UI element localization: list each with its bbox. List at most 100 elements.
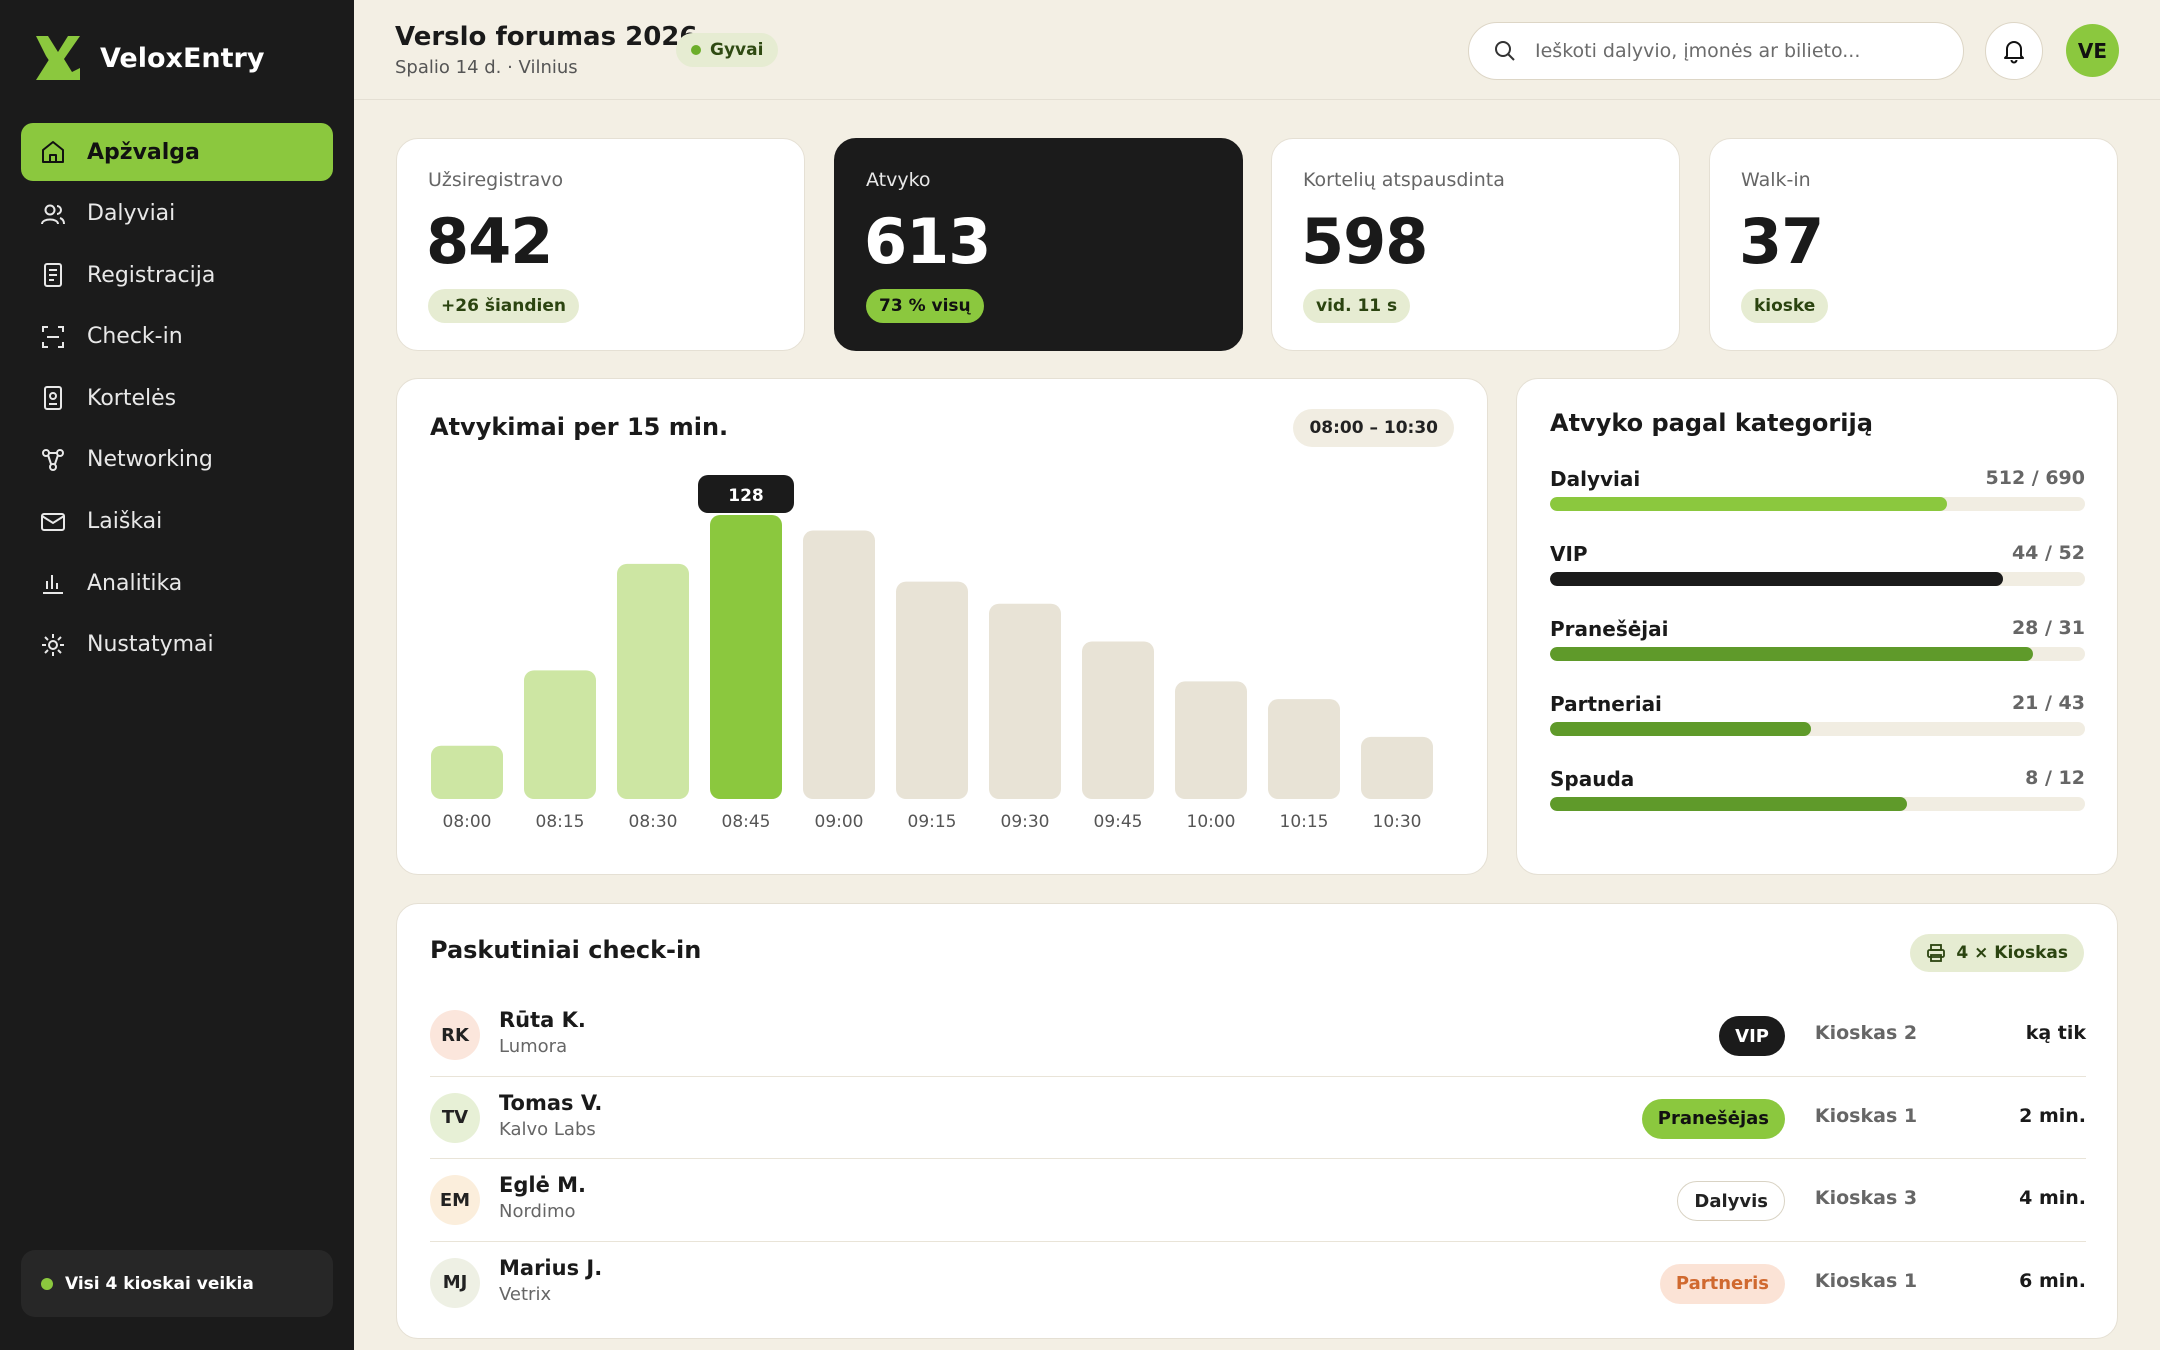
time-range-selector[interactable]: 08:00 – 10:30 bbox=[1293, 409, 1454, 447]
checkin-row[interactable]: EM Eglė M. Nordimo Dalyvis Kioskas 3 4 min. bbox=[430, 1159, 2086, 1242]
sidebar-item-label: Registracija bbox=[87, 262, 216, 288]
notifications-button[interactable] bbox=[1985, 22, 2043, 80]
event-subtitle: Spalio 14 d. · Vilnius bbox=[395, 57, 578, 78]
category-tag: Dalyvis bbox=[1677, 1181, 1785, 1221]
chart-bar[interactable] bbox=[1082, 641, 1154, 799]
attendee-name: Rūta K. bbox=[499, 1008, 586, 1032]
x-tick-label: 09:15 bbox=[908, 812, 957, 832]
kiosk-chip-label: 4 × Kioskas bbox=[1956, 943, 2068, 963]
stat-chip: vid. 11 s bbox=[1303, 289, 1411, 323]
recent-checkins-card: Paskutiniai check-in 4 × Kioskas RK Rūta … bbox=[396, 903, 2118, 1339]
attendee-name: Eglė M. bbox=[499, 1173, 587, 1197]
chart-bar[interactable] bbox=[803, 530, 875, 799]
chart-bar[interactable] bbox=[1175, 681, 1247, 799]
stat-card-arrived[interactable]: Atvyko 613 73 % visų bbox=[834, 138, 1243, 351]
brand[interactable]: VeloxEntry bbox=[32, 32, 264, 84]
stat-value: 613 bbox=[864, 205, 991, 278]
arrivals-bar-chart: 08:00 08:15 08:30 08:45 128 09:00 09:15 09:30 09… bbox=[431, 475, 1433, 832]
category-name: Partneriai bbox=[1550, 692, 1662, 716]
user-avatar[interactable]: VE bbox=[2066, 24, 2119, 77]
stat-card-walkin[interactable]: Walk-in 37 kioske bbox=[1709, 138, 2118, 351]
category-progress-fill bbox=[1550, 797, 1907, 811]
checkin-row[interactable]: MJ Marius J. Vetrix Partneris Kioskas 1 6 min… bbox=[430, 1242, 2086, 1325]
category-progress-track bbox=[1550, 647, 2085, 661]
brand-name: VeloxEntry bbox=[100, 42, 265, 74]
chart-bar[interactable] bbox=[989, 603, 1061, 799]
scan-icon bbox=[42, 325, 64, 348]
printer-icon bbox=[1927, 944, 1946, 962]
category-count: 28 / 31 bbox=[2011, 617, 2085, 639]
kiosk-status[interactable]: Visi 4 kioskai veikia bbox=[21, 1250, 333, 1317]
stat-label: Atvyko bbox=[866, 169, 931, 191]
category-tag: Pranešėjas bbox=[1641, 1098, 1785, 1139]
x-tick-label: 10:15 bbox=[1280, 812, 1329, 832]
search-input[interactable] bbox=[1535, 40, 1935, 62]
kiosk-label: Kioskas 1 bbox=[1814, 1104, 1918, 1127]
stat-value: 37 bbox=[1739, 205, 1824, 278]
checkin-row[interactable]: RK Rūta K. Lumora VIP Kioskas 2 ką tik bbox=[430, 994, 2086, 1077]
checkin-row[interactable]: TV Tomas V. Kalvo Labs Pranešėjas Kioskas 1 2… bbox=[430, 1077, 2086, 1159]
chart-bar[interactable] bbox=[617, 563, 689, 799]
sidebar-item-korteles[interactable]: Kortelės bbox=[21, 369, 333, 427]
category-tag: VIP bbox=[1719, 1016, 1785, 1056]
category-name: VIP bbox=[1550, 542, 1588, 566]
stat-chip: 73 % visų bbox=[866, 289, 984, 323]
stat-card-registered[interactable]: Užsiregistravo 842 +26 šiandien bbox=[396, 138, 805, 351]
x-tick-label: 08:15 bbox=[536, 812, 585, 832]
users-icon bbox=[41, 204, 65, 224]
stat-value: 842 bbox=[426, 205, 553, 278]
bar-tooltip-value: 128 bbox=[728, 486, 764, 506]
x-tick-label: 08:30 bbox=[629, 812, 678, 832]
sidebar-item-label: Nustatymai bbox=[87, 632, 214, 658]
live-badge: Gyvai bbox=[676, 33, 779, 67]
chart-bar[interactable] bbox=[710, 515, 782, 799]
x-tick-label: 10:30 bbox=[1373, 812, 1422, 832]
stat-label: Kortelių atspausdinta bbox=[1303, 169, 1505, 191]
category-progress-track bbox=[1550, 797, 2085, 811]
kiosk-status-text: Visi 4 kioskai veikia bbox=[65, 1273, 254, 1294]
sidebar-item-nustatymai[interactable]: Nustatymai bbox=[21, 616, 333, 674]
arrivals-chart-card: Atvykimai per 15 min. 08:00 – 10:30 08:0… bbox=[396, 378, 1488, 875]
category-progress-track bbox=[1550, 497, 2085, 511]
category-count: 512 / 690 bbox=[1985, 467, 2086, 489]
sidebar-item-apzvalga[interactable]: Apžvalga bbox=[21, 123, 333, 181]
kiosk-count-chip[interactable]: 4 × Kioskas bbox=[1910, 934, 2084, 972]
chart-bar[interactable] bbox=[524, 670, 596, 799]
live-dot-icon bbox=[691, 45, 701, 55]
sidebar-item-networking[interactable]: Networking bbox=[21, 431, 333, 489]
sidebar-item-laiskai[interactable]: Laiškai bbox=[21, 493, 333, 551]
search-box[interactable] bbox=[1468, 22, 1964, 80]
chart-bar[interactable] bbox=[1361, 736, 1433, 799]
mail-icon bbox=[41, 512, 65, 531]
sidebar-item-label: Apžvalga bbox=[87, 139, 200, 165]
attendee-name: Marius J. bbox=[499, 1255, 603, 1280]
category-progress-fill bbox=[1550, 497, 1947, 511]
sidebar-item-label: Check-in bbox=[87, 324, 183, 350]
sidebar-item-dalyviai[interactable]: Dalyviai bbox=[21, 185, 333, 243]
category-progress-track bbox=[1550, 572, 2085, 586]
chart-bar[interactable] bbox=[431, 745, 503, 799]
event-title: Verslo forumas 2026 bbox=[395, 22, 698, 52]
category-tag: Partneris bbox=[1659, 1263, 1785, 1304]
category-title: Atvyko pagal kategoriją bbox=[1550, 409, 1873, 437]
category-card: Atvyko pagal kategoriją Dalyviai 512 / 69… bbox=[1516, 378, 2118, 875]
kiosk-label: Kioskas 2 bbox=[1814, 1022, 1918, 1044]
attendee-company: Kalvo Labs bbox=[499, 1118, 596, 1140]
sidebar: VeloxEntry Apžvalga Dalyviai Registracij… bbox=[0, 0, 354, 1350]
sidebar-item-registracija[interactable]: Registracija bbox=[21, 246, 333, 304]
status-dot-icon bbox=[41, 1277, 53, 1290]
chart-icon bbox=[43, 575, 63, 595]
search-icon bbox=[1495, 41, 1515, 61]
x-logo-icon bbox=[36, 36, 80, 80]
chart-bar[interactable] bbox=[896, 581, 968, 799]
chart-bar[interactable] bbox=[1268, 699, 1340, 799]
attendee-name: Tomas V. bbox=[499, 1090, 603, 1115]
category-name: Dalyviai bbox=[1550, 467, 1641, 491]
sidebar-item-analitika[interactable]: Analitika bbox=[21, 554, 333, 612]
stat-card-printed[interactable]: Kortelių atspausdinta 598 vid. 11 s bbox=[1271, 138, 1680, 351]
chart-title: Atvykimai per 15 min. bbox=[430, 413, 729, 441]
sidebar-item-checkin[interactable]: Check-in bbox=[21, 308, 333, 366]
checkin-time: ką tik bbox=[2025, 1022, 2086, 1044]
sidebar-item-label: Analitika bbox=[87, 570, 183, 596]
gear-icon bbox=[42, 633, 64, 656]
